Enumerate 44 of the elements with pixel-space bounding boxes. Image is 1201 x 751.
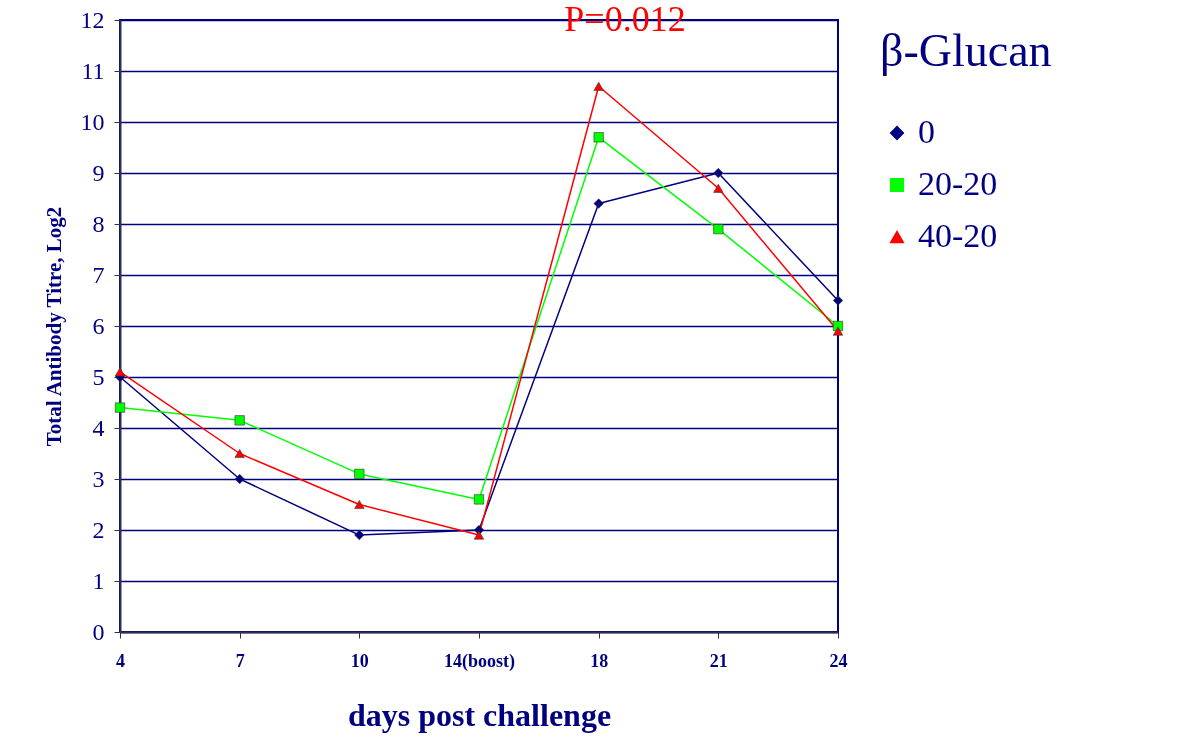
legend-label: 40-20	[918, 217, 998, 254]
point	[832, 295, 844, 306]
point	[234, 473, 245, 485]
legend-label: 0	[918, 113, 935, 150]
x-tick-label: 24	[829, 650, 848, 671]
point	[713, 183, 724, 193]
x-tick-label: 21	[709, 650, 728, 671]
x-tick-label: 18	[590, 650, 609, 671]
point	[354, 500, 365, 509]
point	[593, 81, 604, 91]
point	[593, 198, 604, 209]
point	[114, 402, 126, 413]
x-tick-label: 10	[350, 650, 369, 671]
y-tick-label: 7	[92, 261, 105, 288]
y-tick-label: 3	[92, 465, 105, 492]
point	[473, 494, 485, 505]
y-tick-label: 11	[81, 57, 105, 84]
legend-label: 20-20	[918, 165, 998, 202]
point	[234, 449, 245, 458]
point	[593, 132, 604, 143]
x-axis-title: days post challenge	[347, 696, 612, 733]
y-tick-label: 4	[92, 414, 105, 441]
point	[114, 367, 126, 377]
x-tick-label: 4	[116, 650, 125, 671]
point	[832, 326, 844, 336]
point	[713, 224, 724, 235]
y-tick-label: 0	[92, 618, 105, 645]
point	[713, 167, 724, 179]
y-tick-label: 6	[92, 312, 105, 339]
point	[354, 530, 365, 541]
y-tick-label: 12	[80, 6, 105, 33]
x-tick-label: 7	[235, 650, 245, 671]
y-tick-label: 1	[92, 567, 105, 594]
y-tick-label: 5	[92, 363, 105, 390]
y-axis-title: Total Antibody Titre, Log2	[41, 206, 66, 447]
y-tick-label: 2	[92, 516, 105, 543]
y-tick-label: 8	[92, 210, 105, 237]
point	[473, 530, 485, 540]
point	[354, 468, 365, 479]
y-tick-label: 9	[92, 159, 105, 186]
y-tick-label: 10	[80, 108, 105, 135]
legend-title: β-Glucan	[880, 25, 1052, 76]
point	[234, 415, 245, 426]
x-tick-label: 14(boost)	[444, 650, 515, 672]
